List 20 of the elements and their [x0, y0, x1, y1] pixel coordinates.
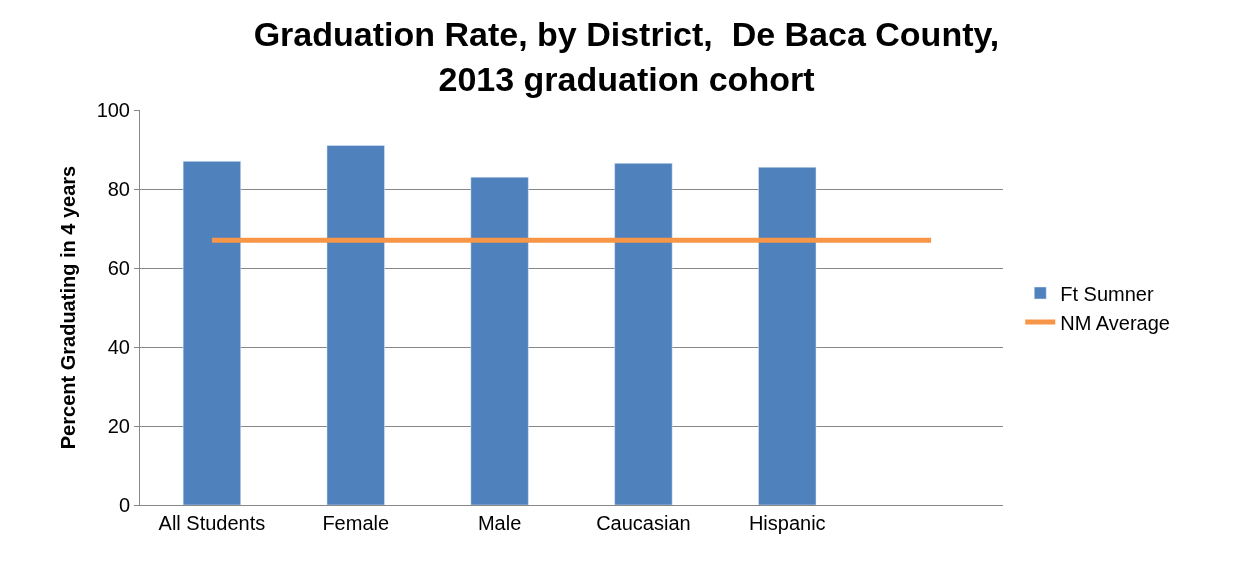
y-axis-title: Percent Graduating in 4 years [57, 165, 80, 450]
bar [182, 161, 241, 505]
y-tick-label: 60 [107, 257, 130, 279]
y-tick-label: 20 [107, 415, 130, 437]
x-tick-label: Male [477, 512, 522, 534]
y-tick-label: 0 [118, 494, 130, 516]
x-tick-label: All Students [158, 512, 266, 534]
x-tick-label: Caucasian [596, 512, 691, 534]
legend-label: Ft Sumner [1060, 282, 1154, 305]
legend-label: NM Average [1060, 311, 1170, 334]
bar [758, 167, 817, 505]
chart-title: Graduation Rate, by District, De Baca County, 2013 graduation cohort [253, 15, 1000, 98]
y-tick-label: 80 [107, 178, 130, 200]
bar [614, 163, 673, 505]
x-tick-label: Hispanic [748, 512, 826, 534]
y-tick-label: 40 [107, 336, 130, 358]
x-tick-label: Female [322, 512, 390, 534]
bar [470, 176, 529, 505]
y-tick-label: 100 [96, 99, 130, 121]
bar [326, 145, 385, 505]
